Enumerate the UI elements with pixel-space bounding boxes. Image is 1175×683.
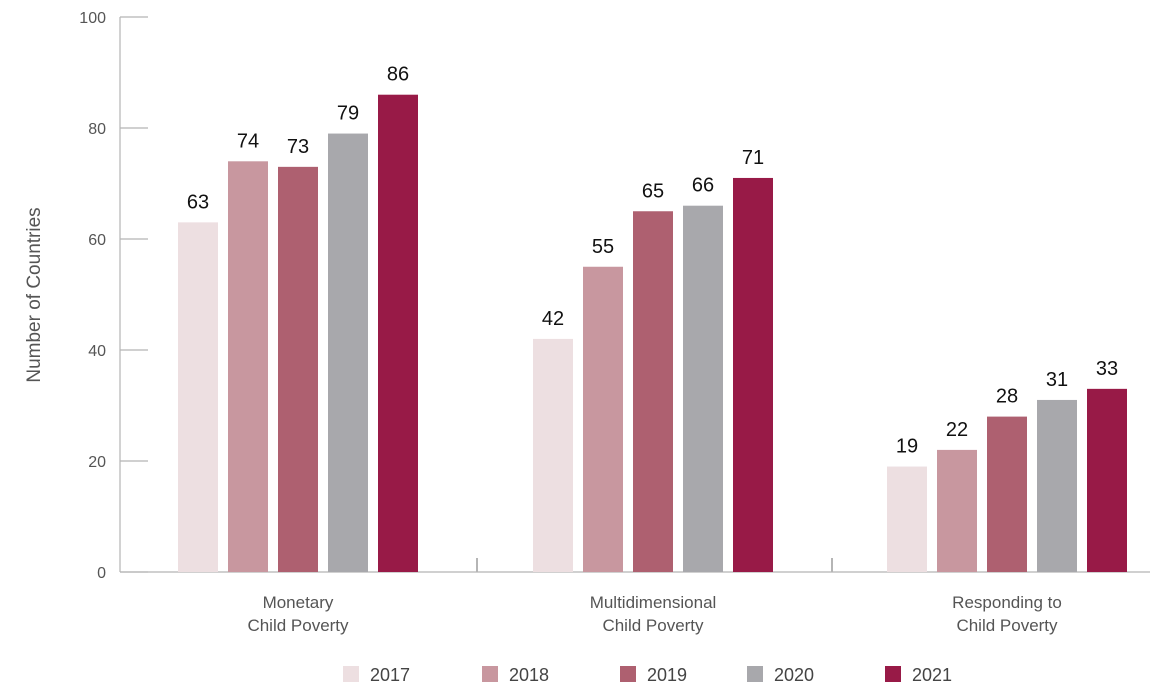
data-label-2017-cat3: 19 [896, 436, 918, 458]
data-label-2019-cat2: 65 [642, 180, 664, 202]
y-tick-label: 80 [88, 121, 106, 138]
category-label: Multidimensional Child Poverty [590, 593, 717, 635]
data-label-2017-cat2: 42 [542, 308, 564, 330]
category-label: Monetary Child Poverty [247, 593, 349, 635]
legend-swatch [885, 666, 901, 682]
legend-item-2020: 2020 [747, 665, 814, 683]
bar-2017-cat3 [887, 466, 927, 572]
data-label-2020-cat2: 66 [692, 175, 714, 197]
data-labels: 63 42 19 74 55 22 73 65 28 79 66 31 86 71 33 [187, 64, 1118, 458]
bar-2019-cat3 [987, 416, 1027, 572]
bar-2020-cat1 [328, 133, 368, 573]
data-label-2021-cat2: 71 [742, 147, 764, 169]
legend-item-2019: 2019 [620, 665, 687, 683]
y-tick-label: 20 [88, 454, 106, 471]
legend-item-2018: 2018 [482, 665, 549, 683]
y-tick-label: 40 [88, 343, 106, 360]
legend-label: 2017 [370, 665, 410, 683]
bar-2018-cat1 [228, 161, 268, 573]
bar-2019-cat2 [633, 211, 673, 572]
category-label: Responding to Child Poverty [952, 593, 1062, 635]
legend-label: 2019 [647, 665, 687, 683]
legend-swatch [620, 666, 636, 682]
y-tick-label: 60 [88, 232, 106, 249]
legend-label: 2020 [774, 665, 814, 683]
legend-swatch [747, 666, 763, 682]
data-label-2020-cat1: 79 [337, 103, 359, 125]
y-axis-title: Number of Countries [24, 207, 45, 382]
legend-item-2021: 2021 [885, 665, 952, 683]
data-label-2020-cat3: 31 [1046, 369, 1068, 391]
data-label-2019-cat1: 73 [287, 136, 309, 158]
bar-2021-cat1 [378, 94, 418, 572]
bar-2021-cat3 [1087, 388, 1127, 572]
data-label-2018-cat1: 74 [237, 130, 259, 152]
legend-swatch [343, 666, 359, 682]
bar-2019-cat1 [278, 166, 318, 572]
legend-label: 2021 [912, 665, 952, 683]
legend-swatch [482, 666, 498, 682]
bar-2021-cat2 [733, 177, 773, 572]
data-label-2021-cat3: 33 [1096, 358, 1118, 380]
legend-item-2017: 2017 [343, 665, 410, 683]
data-label-2017-cat1: 63 [187, 191, 209, 213]
bar-2017-cat2 [533, 338, 573, 572]
data-label-2018-cat3: 22 [946, 419, 968, 441]
data-label-2021-cat1: 86 [387, 64, 409, 86]
y-tick-label: 100 [79, 10, 106, 27]
bars [178, 94, 1127, 573]
legend-label: 2018 [509, 665, 549, 683]
bar-2018-cat3 [937, 449, 977, 572]
data-label-2019-cat3: 28 [996, 386, 1018, 408]
bar-2017-cat1 [178, 222, 218, 572]
y-tick-label: 0 [97, 565, 106, 582]
category-labels: Monetary Child Poverty Multidimensional Chi… [247, 593, 1061, 635]
data-label-2018-cat2: 55 [592, 236, 614, 258]
bar-2020-cat3 [1037, 399, 1077, 572]
bar-2018-cat2 [583, 266, 623, 572]
bar-2020-cat2 [683, 205, 723, 572]
legend: 2017 2018 2019 2020 2021 [343, 665, 952, 683]
